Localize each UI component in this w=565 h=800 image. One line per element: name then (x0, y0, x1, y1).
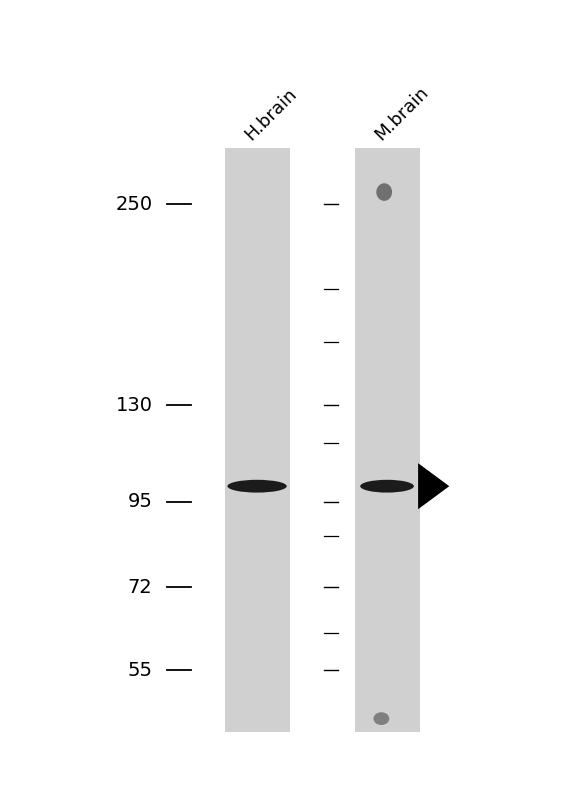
Polygon shape (418, 463, 449, 510)
Text: 250: 250 (115, 194, 153, 214)
Ellipse shape (376, 183, 392, 201)
Text: 130: 130 (116, 396, 153, 415)
Text: 72: 72 (128, 578, 153, 597)
Text: H.brain: H.brain (241, 85, 301, 144)
Text: 55: 55 (128, 661, 153, 680)
Bar (355, 148, 419, 732)
Ellipse shape (360, 480, 414, 493)
Text: M.brain: M.brain (371, 83, 432, 144)
Ellipse shape (227, 480, 287, 493)
Bar (225, 148, 289, 732)
Ellipse shape (373, 712, 389, 725)
Text: 95: 95 (128, 493, 153, 511)
